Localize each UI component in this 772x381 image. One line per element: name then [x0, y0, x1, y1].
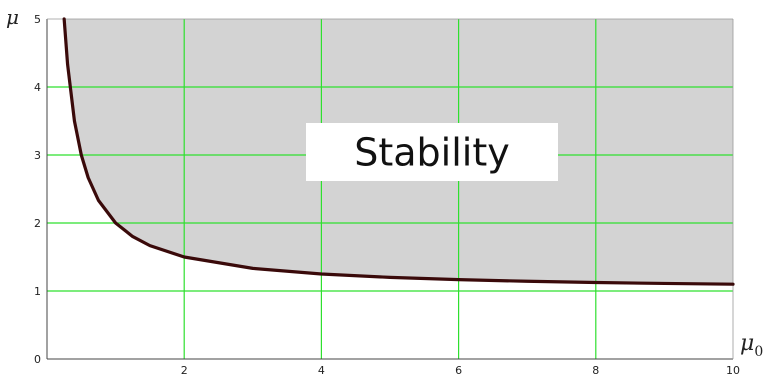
- x-axis-label-subscript: 0: [754, 344, 763, 360]
- y-tick-label-3: 3: [34, 149, 41, 162]
- y-tick-label-1: 1: [34, 285, 41, 298]
- x-axis-label-symbol: μ: [740, 331, 754, 356]
- x-tick-label-8: 8: [592, 364, 599, 377]
- stability-boundary-curve: [62, 17, 735, 286]
- x-tick-label-6: 6: [455, 364, 462, 377]
- y-axis-label: μ: [6, 5, 19, 29]
- tick-labels: 2 4 6 8 10 0 1 2 3 4 5: [34, 13, 740, 377]
- grid-layer: [47, 19, 733, 359]
- y-tick-label-4: 4: [34, 81, 41, 94]
- y-tick-label-0: 0: [34, 353, 41, 366]
- y-tick-label-5: 5: [34, 13, 41, 26]
- x-tick-label-2: 2: [181, 364, 188, 377]
- stability-label: Stability: [354, 131, 510, 175]
- x-tick-label-10: 10: [726, 364, 740, 377]
- curve-layer: [62, 17, 735, 286]
- stability-annotation: Stability: [306, 123, 558, 181]
- x-tick-label-4: 4: [318, 364, 325, 377]
- axis-layer: [46, 18, 734, 360]
- y-tick-label-2: 2: [34, 217, 41, 230]
- stability-label-box: [306, 123, 558, 181]
- x-axis-label: μ0: [740, 331, 763, 360]
